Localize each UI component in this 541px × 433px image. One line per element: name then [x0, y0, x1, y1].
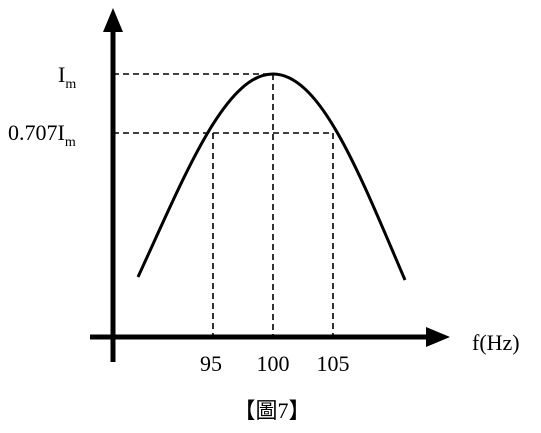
y-label-main: 0.707I [8, 120, 65, 145]
caption: 【圖7】 [233, 398, 310, 423]
resonance-curve [136, 72, 407, 281]
y-label-main: I [58, 62, 65, 87]
x-axis-arrow [426, 327, 450, 347]
y-label-sub: m [65, 135, 76, 150]
x-axis-label: f(Hz) [472, 330, 520, 355]
y-label: Im [58, 62, 76, 92]
y-axis-arrow [103, 8, 123, 32]
x-label: 95 [200, 351, 222, 376]
y-label-sub: m [65, 77, 76, 92]
x-label: 105 [317, 351, 350, 376]
x-label: 100 [257, 351, 290, 376]
y-label: 0.707Im [8, 120, 76, 150]
